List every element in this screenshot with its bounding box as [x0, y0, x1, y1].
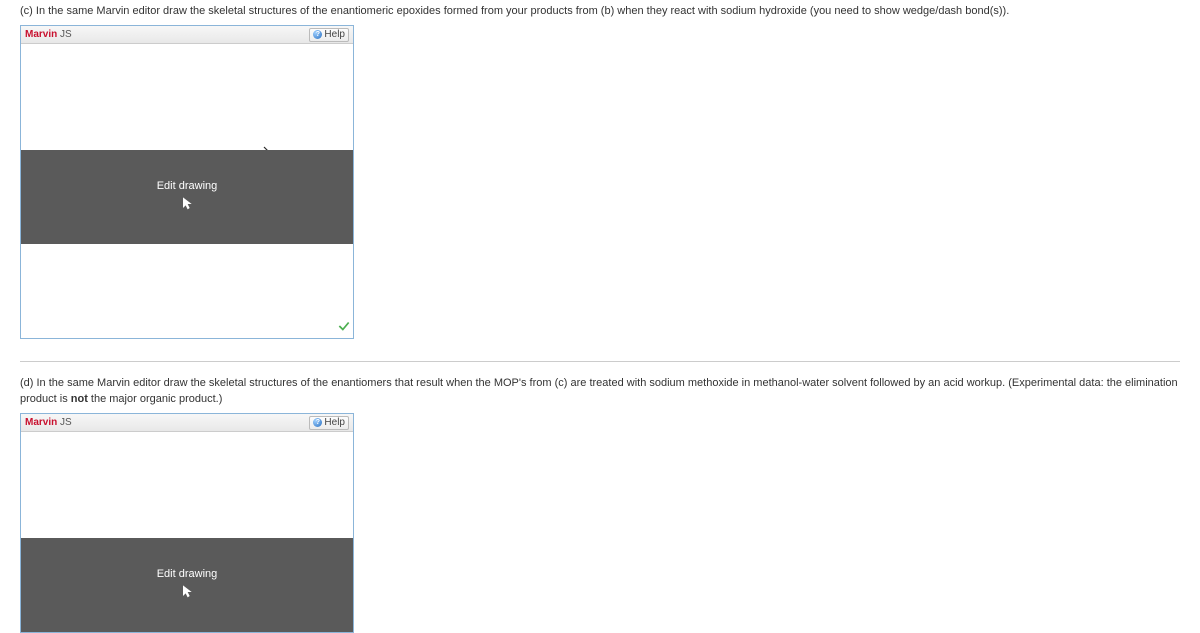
edit-overlay[interactable]: Edit drawing [21, 150, 353, 244]
help-icon: ? [313, 30, 322, 39]
cursor-arrow-icon [179, 584, 195, 603]
help-button[interactable]: ? Help [309, 416, 349, 430]
edit-drawing-label: Edit drawing [157, 180, 218, 192]
marvin-header: Marvin JS ? Help [21, 414, 353, 432]
question-d-body-after: the major organic product.) [88, 393, 223, 405]
question-d-prefix: (d) [20, 377, 37, 389]
help-icon: ? [313, 418, 322, 427]
question-c-prefix: (c) [20, 5, 36, 17]
help-label: Help [324, 417, 345, 428]
question-c-text: (c) In the same Marvin editor draw the s… [20, 4, 1180, 19]
checkmark-icon [337, 319, 351, 336]
question-d-bold: not [71, 393, 88, 405]
edit-overlay[interactable]: Edit drawing [21, 538, 353, 632]
canvas-area-d[interactable]: Edit drawing [21, 432, 353, 632]
help-button[interactable]: ? Help [309, 28, 349, 42]
marvin-title: Marvin JS [25, 417, 72, 428]
cursor-arrow-icon [179, 196, 195, 215]
marvin-header: Marvin JS ? Help [21, 26, 353, 44]
question-d-text: (d) In the same Marvin editor draw the s… [20, 376, 1180, 407]
section-divider [20, 361, 1180, 362]
marvin-editor-d: Marvin JS ? Help Edit drawing [20, 413, 354, 633]
canvas-area-c[interactable]: O O Edit drawing [21, 44, 353, 338]
marvin-title: Marvin JS [25, 29, 72, 40]
question-c-body: In the same Marvin editor draw the skele… [36, 5, 1009, 17]
help-label: Help [324, 29, 345, 40]
edit-drawing-label: Edit drawing [157, 568, 218, 580]
marvin-editor-c: Marvin JS ? Help [20, 25, 354, 339]
